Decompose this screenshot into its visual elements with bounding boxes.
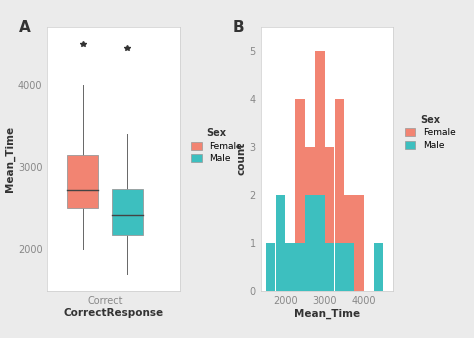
Y-axis label: Mean_Time: Mean_Time — [5, 126, 15, 192]
Legend: Female, Male: Female, Male — [405, 115, 456, 150]
Text: B: B — [232, 20, 244, 35]
Text: A: A — [19, 20, 31, 35]
X-axis label: CorrectResponse: CorrectResponse — [64, 308, 164, 318]
Bar — [266, 243, 275, 291]
X-axis label: Mean_Time: Mean_Time — [294, 308, 360, 319]
Bar — [305, 147, 315, 291]
Bar — [335, 99, 344, 291]
Bar — [67, 155, 98, 208]
Bar — [275, 195, 285, 291]
Y-axis label: count: count — [237, 142, 247, 175]
Bar — [345, 195, 354, 291]
Bar — [325, 147, 334, 291]
Bar — [345, 243, 354, 291]
Bar — [285, 243, 295, 291]
Bar — [275, 243, 285, 291]
Bar — [335, 243, 344, 291]
Bar — [295, 99, 305, 291]
Bar — [374, 243, 383, 291]
Bar — [315, 195, 325, 291]
Bar — [354, 195, 364, 291]
Legend: Female, Male: Female, Male — [191, 128, 242, 163]
Bar — [315, 51, 325, 291]
Bar — [374, 243, 383, 291]
Bar — [295, 243, 305, 291]
Bar — [325, 243, 334, 291]
Bar — [305, 195, 315, 291]
Bar — [111, 189, 143, 236]
